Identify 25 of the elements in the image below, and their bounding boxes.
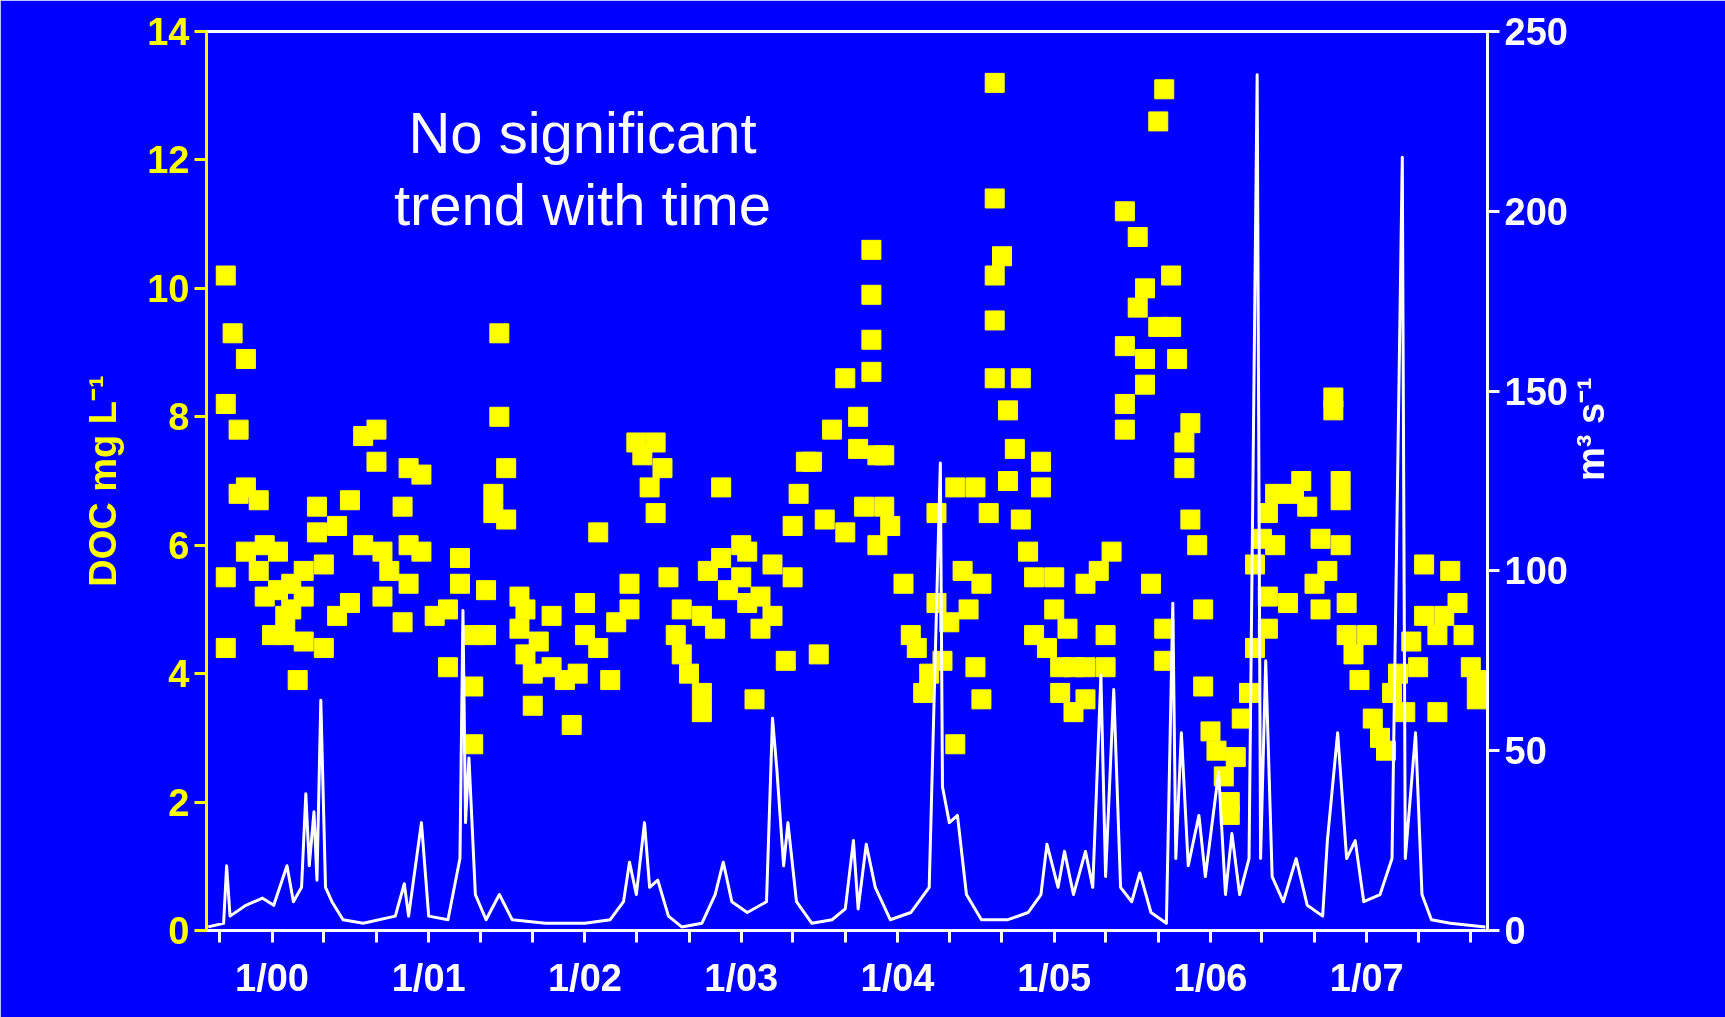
x-tick-label: 1/04: [860, 956, 935, 999]
y-axis-title: DOC mg L⁻¹: [82, 375, 125, 587]
y2-tick-label: 0: [1504, 910, 1526, 952]
x-tick-label: 1/01: [391, 956, 466, 999]
x-tick-label: 1/06: [1173, 956, 1248, 999]
y2-tick-label: 100: [1504, 550, 1568, 593]
y2-axis-title: m³ s⁻¹: [1569, 377, 1612, 481]
y-tick-label: 4: [168, 653, 190, 696]
y-tick-label: 2: [168, 781, 190, 824]
y-tick-label: 10: [147, 267, 190, 310]
y-tick-label: 0: [168, 910, 190, 952]
y-tick-label: 14: [147, 11, 190, 53]
y-tick-label: 12: [147, 139, 190, 182]
y2-tick-label: 250: [1504, 11, 1568, 53]
y-tick-label: 8: [168, 396, 190, 439]
x-tick-label: 1/05: [1017, 956, 1092, 999]
x-tick-label: 1/00: [235, 956, 309, 999]
y2-tick-label: 50: [1504, 730, 1547, 773]
y-tick-label: 6: [168, 524, 190, 567]
x-tick-label: 1/02: [548, 956, 622, 999]
y2-tick-label: 200: [1504, 190, 1568, 233]
y2-tick-label: 150: [1504, 370, 1568, 413]
x-tick-label: 1/03: [704, 956, 779, 999]
x-tick-label: 1/07: [1329, 956, 1404, 999]
annotation: No significant trend with time: [393, 100, 772, 237]
